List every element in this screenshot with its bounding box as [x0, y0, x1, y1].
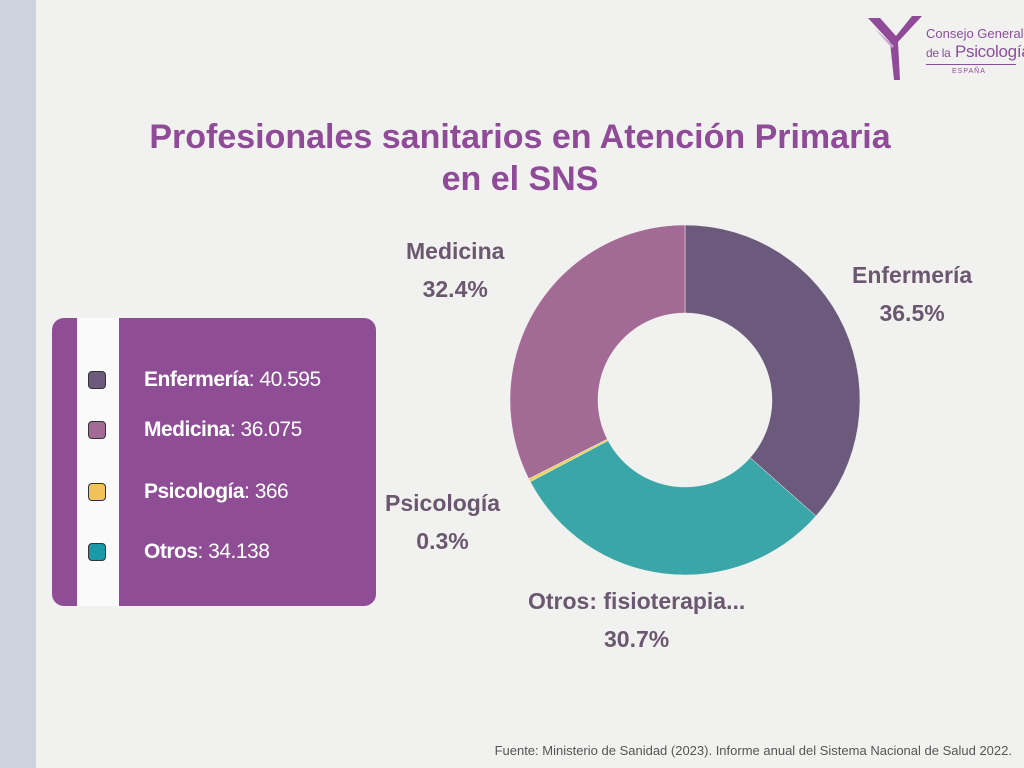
- legend-value: : 40.595: [248, 368, 321, 391]
- side-strip: [0, 0, 36, 768]
- legend-swatch: [88, 371, 106, 389]
- legend-text: Medicina: 36.075: [144, 418, 302, 442]
- logo-text-line3: ESPAÑA: [952, 68, 986, 75]
- legend-item-enfermeria: Enfermería: 40.595: [52, 366, 376, 396]
- legend-swatch: [88, 421, 106, 439]
- slice-label-name: Enfermería: [852, 262, 973, 288]
- donut-slice-enfermería: [684, 224, 861, 517]
- logo-mark-icon: [868, 16, 922, 80]
- legend-value: : 34.138: [197, 540, 270, 563]
- slice-label-name: Psicología: [385, 490, 501, 516]
- legend-text: Otros: 34.138: [144, 540, 270, 564]
- slice-label-name: Medicina: [406, 238, 505, 264]
- legend-item-otros: Otros: 34.138: [52, 538, 376, 568]
- slice-label-percent: 36.5%: [879, 300, 945, 326]
- slice-label-enfermeria: Enfermería 36.5%: [852, 256, 972, 332]
- logo-text-line2: de la Psicología: [926, 42, 1024, 62]
- chart-title-line1: Profesionales sanitarios en Atención Pri…: [149, 118, 891, 156]
- legend-name: Enfermería: [144, 368, 249, 391]
- logo-rule: [926, 64, 1016, 65]
- donut-slice-otros-fisioterapia: [529, 440, 817, 576]
- legend-value: : 366: [244, 480, 289, 503]
- donut-slice-medicina: [509, 224, 686, 480]
- legend-swatch: [88, 543, 106, 561]
- slice-label-medicina: Medicina 32.4%: [406, 232, 504, 308]
- logo: Consejo General de la Psicología ESPAÑA: [864, 12, 1024, 84]
- chart-title-line2: en el SNS: [441, 160, 599, 198]
- legend-text: Enfermería: 40.595: [144, 368, 321, 392]
- legend-panel: Enfermería: 40.595 Medicina: 36.075 Psic…: [52, 318, 376, 606]
- slice-label-name: Otros: fisioterapia...: [528, 588, 746, 614]
- source-note: Fuente: Ministerio de Sanidad (2023). In…: [494, 743, 1012, 758]
- legend-item-medicina: Medicina: 36.075: [52, 416, 376, 446]
- legend-swatch: [88, 483, 106, 501]
- slice-label-percent: 32.4%: [422, 276, 488, 302]
- logo-text-prefix: de la: [926, 46, 951, 60]
- legend-name: Otros: [144, 540, 198, 563]
- legend-name: Medicina: [144, 418, 230, 441]
- slice-label-percent: 0.3%: [416, 528, 469, 554]
- logo-text-main: Psicología: [954, 42, 1024, 61]
- slice-label-percent: 30.7%: [604, 626, 670, 652]
- slice-label-otros: Otros: fisioterapia... 30.7%: [528, 582, 745, 658]
- legend-text: Psicología: 366: [144, 480, 289, 504]
- legend-value: : 36.075: [229, 418, 302, 441]
- legend-item-psicologia: Psicología: 366: [52, 478, 376, 508]
- legend-name: Psicología: [144, 480, 245, 503]
- chart-title: Profesionales sanitarios en Atención Pri…: [80, 116, 960, 200]
- logo-text-line1: Consejo General: [926, 26, 1024, 41]
- slice-label-psicologia: Psicología 0.3%: [385, 484, 500, 560]
